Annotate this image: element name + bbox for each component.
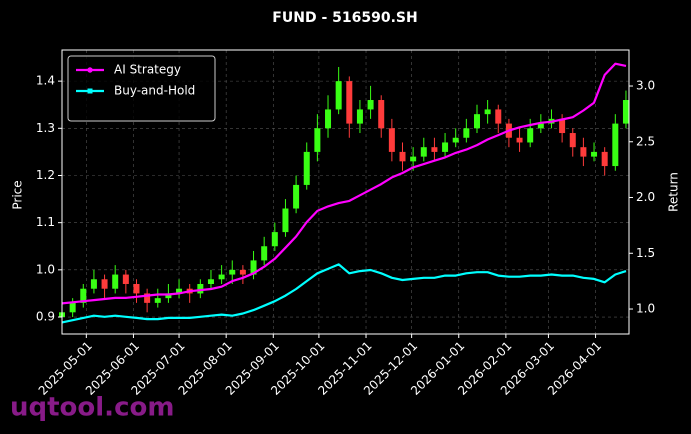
candle-body <box>495 109 502 124</box>
candle-body <box>239 269 246 275</box>
candle-body <box>591 151 598 157</box>
candle-body <box>144 293 151 303</box>
candle-body <box>527 128 534 143</box>
y2-tick-label: 2.0 <box>636 190 655 204</box>
candle-body <box>612 123 619 167</box>
legend-label: Buy-and-Hold <box>114 84 195 98</box>
candle-body <box>559 118 566 134</box>
candle-body <box>622 100 629 124</box>
candle-body <box>101 279 108 289</box>
candle-body <box>346 81 353 124</box>
candle-body <box>165 293 172 299</box>
candle-body <box>229 269 236 275</box>
candle-body <box>122 274 129 284</box>
legend-box <box>67 55 216 122</box>
y-tick-label: 1.3 <box>36 121 55 135</box>
candle-body <box>250 260 257 275</box>
candle-body <box>399 151 406 162</box>
y2-tick-label: 3.0 <box>636 79 655 93</box>
candle-body <box>442 142 449 152</box>
return-line <box>61 62 627 305</box>
candle-body <box>261 246 268 261</box>
candle-body <box>176 288 183 294</box>
candle-body <box>378 100 385 129</box>
y-tick-label: 1.1 <box>36 215 55 229</box>
watermark: uqtool.com <box>10 393 174 423</box>
candle-body <box>207 279 214 284</box>
candle-body <box>112 274 119 289</box>
candle-body <box>325 109 332 129</box>
candle-body <box>356 109 363 124</box>
legend-marker <box>87 88 93 94</box>
y-tick-label: 1.2 <box>36 168 55 182</box>
candle-body <box>218 274 225 280</box>
candle-body <box>484 109 491 115</box>
candle-body <box>367 100 374 110</box>
y2-axis-label: Return <box>667 172 681 212</box>
y-tick-label: 1.0 <box>36 262 55 276</box>
candle-body <box>601 151 608 167</box>
y-axis-label: Price <box>11 180 25 209</box>
y2-tick-label: 1.0 <box>636 302 655 316</box>
legend-marker <box>87 67 93 73</box>
candle-body <box>314 128 321 152</box>
candle-body <box>580 147 587 157</box>
plot-frame <box>61 49 630 335</box>
candle-body <box>473 114 480 129</box>
y2-tick-label: 1.5 <box>636 246 655 260</box>
candle-body <box>335 81 342 110</box>
candle-body <box>463 128 470 138</box>
candle-body <box>537 123 544 129</box>
return-line <box>61 263 627 324</box>
y2-tick-label: 2.5 <box>636 134 655 148</box>
candle-body <box>516 137 523 143</box>
candle-body <box>452 137 459 143</box>
candle-body <box>410 156 417 162</box>
candle-body <box>388 128 395 152</box>
candle-body <box>303 151 310 185</box>
candle-body <box>271 232 278 247</box>
candle-body <box>69 302 76 313</box>
candle-body <box>420 147 427 157</box>
candle-body <box>197 283 204 294</box>
candle-body <box>431 147 438 152</box>
candle-body <box>293 184 300 209</box>
candle-body <box>133 283 140 294</box>
y-tick-label: 0.9 <box>36 310 55 324</box>
chart-title: FUND - 516590.SH <box>272 10 417 26</box>
y-tick-label: 1.4 <box>36 74 55 88</box>
candle-body <box>90 279 97 289</box>
candle-body <box>569 133 576 148</box>
candle-body <box>282 208 289 233</box>
legend-label: AI Strategy <box>114 63 181 77</box>
candle-body <box>154 298 161 303</box>
candle-body <box>80 288 87 303</box>
